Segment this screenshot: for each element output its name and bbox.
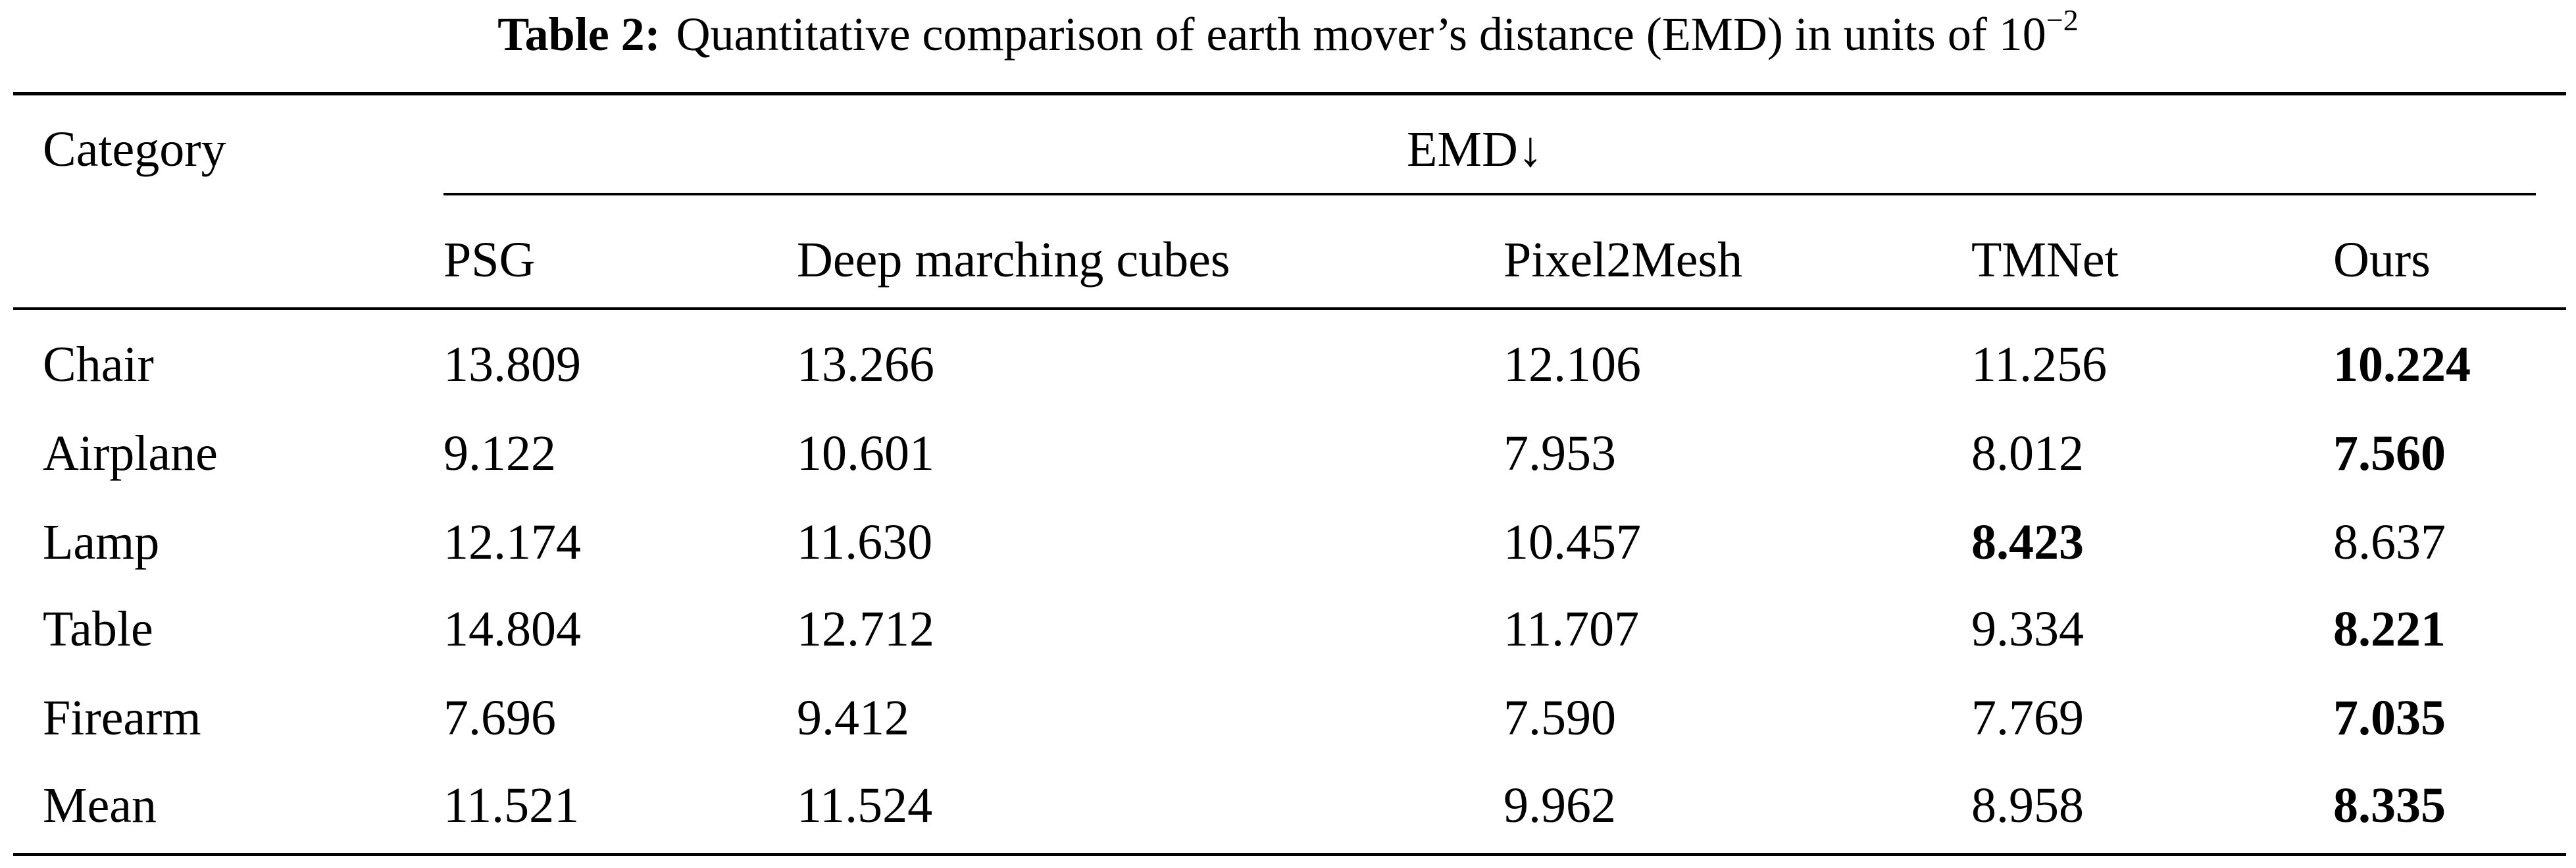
table-cell: 10.457 <box>1503 515 1641 570</box>
table-cell: 8.012 <box>1971 426 2084 481</box>
bottom-rule <box>13 853 2566 856</box>
column-header: PSG <box>443 232 536 288</box>
table-cell: 7.560 <box>2333 426 2446 481</box>
row-label: Lamp <box>43 515 160 570</box>
table-cell: 7.590 <box>1503 690 1616 746</box>
caption-label: Table 2: <box>497 8 661 61</box>
table-cell: 12.174 <box>443 515 581 570</box>
top-rule <box>13 92 2566 95</box>
table-cell: 7.035 <box>2333 690 2446 746</box>
table-cell: 11.707 <box>1503 601 1640 657</box>
table-caption: Table 2: Quantitative comparison of earth… <box>0 3 2576 61</box>
table-cell: 14.804 <box>443 601 581 657</box>
table-cell: 9.412 <box>797 690 909 746</box>
table-cell: 8.637 <box>2333 515 2446 570</box>
table-cell: 12.106 <box>1503 337 1641 392</box>
table-cell: 9.122 <box>443 426 556 481</box>
table-cell: 11.521 <box>443 778 580 833</box>
column-header: Pixel2Mesh <box>1503 232 1743 288</box>
table-cell: 9.962 <box>1503 778 1616 833</box>
table-cell: 8.423 <box>1971 515 2084 570</box>
caption-exponent: −2 <box>2046 3 2079 37</box>
column-header: Ours <box>2333 232 2431 288</box>
table-cell: 11.630 <box>797 515 933 570</box>
group-header: EMD↓ <box>1407 122 1543 177</box>
caption-text: Quantitative comparison of earth mover’s… <box>676 8 2046 61</box>
table-cell: 7.769 <box>1971 690 2084 746</box>
table-cell: 10.601 <box>797 426 934 481</box>
row-header: Category <box>43 122 226 177</box>
row-label: Mean <box>43 778 157 833</box>
table-cell: 13.266 <box>797 337 934 392</box>
header-rule <box>13 307 2566 310</box>
table-cell: 12.712 <box>797 601 934 657</box>
column-header: TMNet <box>1971 232 2119 288</box>
table-cell: 7.696 <box>443 690 556 746</box>
table-cell: 13.809 <box>443 337 581 392</box>
row-label: Table <box>43 601 153 657</box>
row-label: Firearm <box>43 690 201 746</box>
group-rule <box>443 193 2536 195</box>
table-cell: 9.334 <box>1971 601 2084 657</box>
table-cell: 11.524 <box>797 778 933 833</box>
table-cell: 8.335 <box>2333 778 2446 833</box>
table-cell: 11.256 <box>1971 337 2108 392</box>
table-cell: 8.958 <box>1971 778 2084 833</box>
column-header: Deep marching cubes <box>797 232 1230 288</box>
row-label: Airplane <box>43 426 218 481</box>
table-cell: 7.953 <box>1503 426 1616 481</box>
table-cell: 10.224 <box>2333 337 2471 392</box>
row-label: Chair <box>43 337 154 392</box>
table-cell: 8.221 <box>2333 601 2446 657</box>
